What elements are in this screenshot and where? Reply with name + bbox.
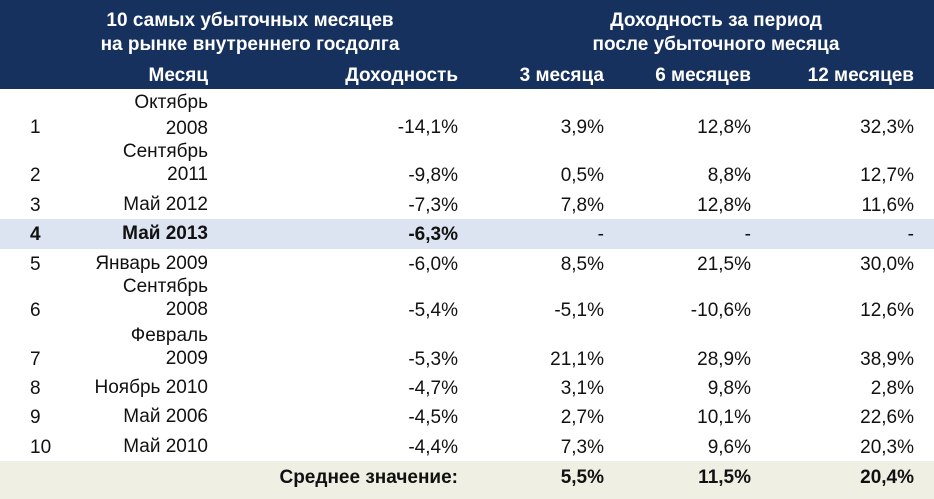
yield-cell: -4,7% [408,378,458,399]
yield-cell: -7,3% [408,195,458,216]
col-header-yield: Доходность [345,65,458,86]
3m-cell: 8,5% [560,254,604,275]
row-number: 6 [30,300,41,321]
3m-cell: 2,7% [560,407,604,428]
yield-cell: -4,5% [408,407,458,428]
table-row: 7 Февраль 2009 -5,3% 21,1% 28,9% 38,9% [0,325,934,375]
yield-cell: -6,0% [408,254,458,275]
6m-cell: 12,8% [697,117,751,138]
yield-cell: -9,8% [408,165,458,186]
month-line1: Сентябрь [122,276,208,297]
row-number: 5 [30,254,41,275]
table-row: 6 Сентябрь 2008 -5,4% -5,1% -10,6% 12,6% [0,276,934,325]
table-row: 9 Май 2006 -4,5% 2,7% 10,1% 22,6% [0,403,934,431]
left-title: 10 самых убыточных месяцев на рынке внут… [50,9,450,57]
12m-cell: 38,9% [860,349,914,370]
3m-cell: 7,3% [560,437,604,458]
left-title-line2: на рынке внутреннего госдолга [100,34,400,55]
yield-cell: -5,4% [408,300,458,321]
month-cell: Январь 2009 [95,253,208,274]
yield-cell: -6,3% [408,224,458,245]
6m-cell: 10,1% [697,407,751,428]
month-line1: Октябрь [134,92,208,113]
row-number: 4 [30,224,41,245]
3m-cell: 3,1% [560,378,604,399]
row-number: 3 [30,195,41,216]
right-title-line2: после убыточного месяца [592,34,840,55]
month-cell: Май 2012 [123,194,208,215]
month-line1: Февраль [130,325,208,346]
12m-cell: 2,8% [870,378,914,399]
6m-cell: 12,8% [697,195,751,216]
right-title-line1: Доходность за период [610,10,822,31]
table-row: 1 Октябрь 2008 -14,1% 3,9% 12,8% 32,3% [0,89,934,145]
col-header-6m: 6 месяцев [655,65,751,86]
12m-cell: 12,7% [860,165,914,186]
6m-cell: -10,6% [690,300,751,321]
month-cell: Май 2006 [123,406,208,427]
average-label: Среднее значение: [279,467,458,488]
3m-cell: 21,1% [550,349,604,370]
row-number: 10 [30,437,52,458]
3m-cell: - [597,224,604,245]
col-header-3m: 3 месяца [519,65,604,86]
yield-cell: -4,4% [408,437,458,458]
table-row: 3 Май 2012 -7,3% 7,8% 12,8% 11,6% [0,191,934,219]
row-number: 7 [30,349,41,370]
col-header-12m: 12 месяцев [807,65,914,86]
row-number: 1 [30,117,41,138]
table-row-highlighted: 4 Май 2013 -6,3% - - - [0,219,934,249]
yield-cell: -5,3% [408,349,458,370]
table-row: 10 Май 2010 -4,4% 7,3% 9,6% 20,3% [0,431,934,461]
table-row: 2 Сентябрь 2011 -9,8% 0,5% 8,8% 12,7% [0,141,934,191]
3m-cell: 0,5% [560,165,604,186]
average-row: Среднее значение: 5,5% 11,5% 20,4% [0,461,934,499]
row-number: 8 [30,378,41,399]
month-cell: Май 2013 [122,223,208,244]
average-6m: 11,5% [698,467,751,488]
row-number: 2 [30,165,41,186]
3m-cell: 7,8% [560,195,604,216]
3m-cell: 3,9% [560,117,604,138]
left-title-line1: 10 самых убыточных месяцев [106,10,394,31]
6m-cell: - [744,224,751,245]
right-title: Доходность за период после убыточного ме… [530,9,902,57]
12m-cell: - [907,224,914,245]
month-line1: Сентябрь [122,141,208,162]
yield-cell: -14,1% [397,117,458,138]
month-line2: 2011 [167,164,208,185]
month-line2: 2009 [165,348,208,369]
12m-cell: 12,6% [860,300,914,321]
table-row: 8 Ноябрь 2010 -4,7% 3,1% 9,8% 2,8% [0,375,934,403]
month-line2: 2008 [165,299,208,320]
average-3m: 5,5% [560,467,604,488]
month-cell: Ноябрь 2010 [94,377,208,398]
12m-cell: 32,3% [860,117,914,138]
col-header-month: Месяц [148,65,208,86]
12m-cell: 20,3% [860,437,914,458]
month-cell: Май 2010 [123,436,208,457]
average-12m: 20,4% [860,467,914,488]
6m-cell: 28,9% [697,349,751,370]
table-row: 5 Январь 2009 -6,0% 8,5% 21,5% 30,0% [0,249,934,277]
3m-cell: -5,1% [554,300,604,321]
6m-cell: 9,6% [707,437,751,458]
6m-cell: 8,8% [707,165,751,186]
6m-cell: 21,5% [697,254,751,275]
12m-cell: 22,6% [860,407,914,428]
12m-cell: 30,0% [860,254,914,275]
row-number: 9 [30,407,41,428]
table-header: 10 самых убыточных месяцев на рынке внут… [0,0,934,89]
month-line2: 2008 [165,118,208,139]
12m-cell: 11,6% [861,195,914,216]
6m-cell: 9,8% [707,378,751,399]
